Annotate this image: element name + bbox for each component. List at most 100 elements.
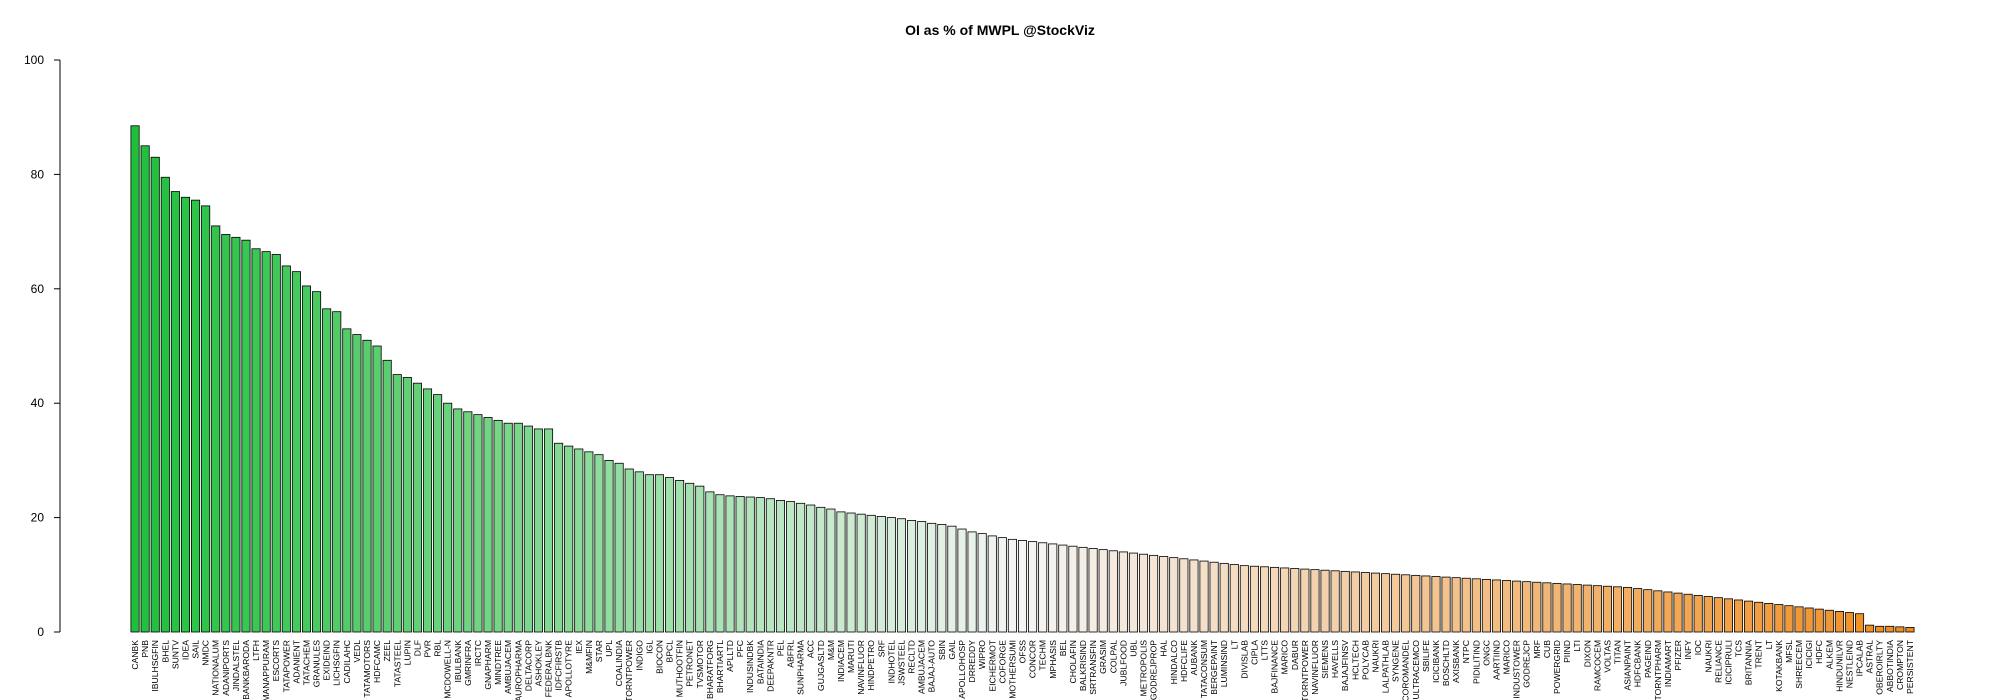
x-category-label: VEDL: [352, 640, 362, 663]
bar: [180, 196, 191, 633]
x-category-label: WIPRO: [977, 640, 987, 669]
bar: [1068, 545, 1078, 633]
x-category-label: BERGEPAINT: [1209, 639, 1219, 695]
x-category-label: GUJGASLTD: [816, 640, 826, 691]
x-category-label: TVSMOTOR: [695, 640, 705, 689]
bar: [856, 513, 866, 633]
bar: [816, 506, 826, 633]
bar: [1633, 588, 1643, 633]
x-category-label: LT: [1764, 639, 1774, 649]
bar: [1582, 584, 1592, 633]
bar: [201, 205, 211, 633]
bar: [876, 516, 886, 633]
bar: [1814, 608, 1824, 633]
bar: [1683, 593, 1693, 633]
bar: [1209, 561, 1219, 633]
x-category-label: IDEA: [180, 640, 190, 660]
x-category-label: ADANIENT: [291, 639, 301, 683]
bar: [665, 477, 675, 633]
x-category-label: MRF: [1532, 640, 1542, 659]
x-category-label: COROMANDEL: [1401, 640, 1411, 700]
x-category-label: PEL: [775, 640, 785, 656]
bar: [1138, 553, 1149, 633]
x-category-label: BOSCHLTD: [1441, 640, 1451, 686]
x-category-label: DELTACORP: [523, 640, 533, 692]
x-category-label: MFSL: [1784, 640, 1794, 663]
bar: [967, 531, 977, 633]
x-category-label: HAL: [1159, 640, 1169, 657]
x-category-label: LALPATHLAB: [1381, 640, 1391, 693]
x-category-label: BRITANNIA: [1744, 640, 1754, 685]
x-category-label: TATACONSUM: [1199, 640, 1209, 698]
x-category-label: HDFC: [1814, 640, 1824, 664]
x-category-label: PIIND: [1562, 640, 1572, 663]
x-category-label: BAJFINANCE: [1270, 640, 1280, 694]
bar: [1844, 612, 1854, 633]
bar: [513, 422, 523, 633]
bar: [927, 522, 937, 633]
x-category-label: GRASIM: [1098, 640, 1108, 674]
x-category-label: ABFRL: [786, 640, 796, 668]
bar: [453, 408, 463, 633]
bar: [1088, 548, 1098, 633]
x-category-label: INDUSINDBK: [745, 640, 755, 693]
bar: [433, 394, 443, 633]
x-category-label: BALKRISIND: [1078, 640, 1088, 691]
x-category-label: AUROPHARMA: [513, 640, 523, 700]
bar: [775, 500, 786, 633]
x-category-label: M&MFIN: [584, 640, 594, 674]
x-category-label: OBEROIRLTY: [1875, 640, 1885, 695]
x-category-label: COLPAL: [1108, 640, 1118, 673]
bar: [977, 533, 987, 633]
x-category-label: TITAN: [1613, 640, 1623, 664]
bar: [1542, 582, 1552, 633]
bar: [1128, 552, 1138, 633]
x-category-label: BANKBARODA: [241, 640, 251, 700]
x-category-label: ONGC: [1481, 640, 1491, 666]
bar: [1007, 538, 1017, 633]
bar: [1239, 565, 1249, 633]
x-category-label: TATAMOTORS: [362, 640, 372, 698]
x-category-label: BHEL: [160, 640, 170, 663]
bar: [412, 382, 422, 633]
bar: [594, 454, 604, 633]
bar: [1300, 568, 1310, 633]
bar: [725, 495, 735, 633]
bar: [574, 448, 584, 633]
x-category-label: PNB: [140, 640, 150, 658]
x-category-label: PFIZER: [1673, 640, 1683, 671]
x-category-label: TECHM: [1038, 640, 1048, 671]
x-category-label: BATAINDIA: [755, 640, 765, 684]
bar: [312, 291, 322, 633]
x-category-label: SRTRANSFIN: [1088, 640, 1098, 695]
x-category-label: RBL: [433, 640, 443, 657]
x-category-label: INFY: [1683, 640, 1693, 660]
x-category-label: ACC: [806, 640, 816, 658]
x-category-label: ALKEM: [1824, 640, 1834, 669]
x-category-label: HAVELLS: [1330, 640, 1340, 678]
bar: [644, 474, 654, 633]
bar: [443, 402, 453, 633]
x-category-label: ICICIPRULI: [1723, 640, 1733, 685]
bar: [1058, 544, 1068, 633]
x-category-label: JUBLFOOD: [1118, 640, 1128, 686]
x-category-label: CROMPTON: [1895, 640, 1905, 690]
bar: [251, 248, 261, 633]
bar: [130, 125, 140, 633]
x-category-label: APOLLOTYRE: [564, 640, 574, 698]
bar: [1905, 627, 1915, 633]
bar: [1280, 567, 1290, 633]
x-category-label: GODREJPROP: [1149, 640, 1159, 700]
x-category-label: OFSS: [1018, 640, 1028, 664]
x-category-label: TRENT: [1754, 639, 1764, 668]
x-category-label: ASHOKLEY: [533, 640, 543, 687]
bar: [261, 251, 271, 633]
bar: [1774, 604, 1784, 633]
x-category-label: POLYCAB: [1360, 640, 1370, 680]
x-category-label: DLF: [412, 640, 422, 656]
bar: [1118, 551, 1128, 633]
bar: [755, 497, 765, 633]
x-category-label: BEL: [1058, 640, 1068, 656]
y-tick-label: 80: [31, 167, 45, 181]
x-category-label: SYNGENE: [1391, 640, 1401, 682]
